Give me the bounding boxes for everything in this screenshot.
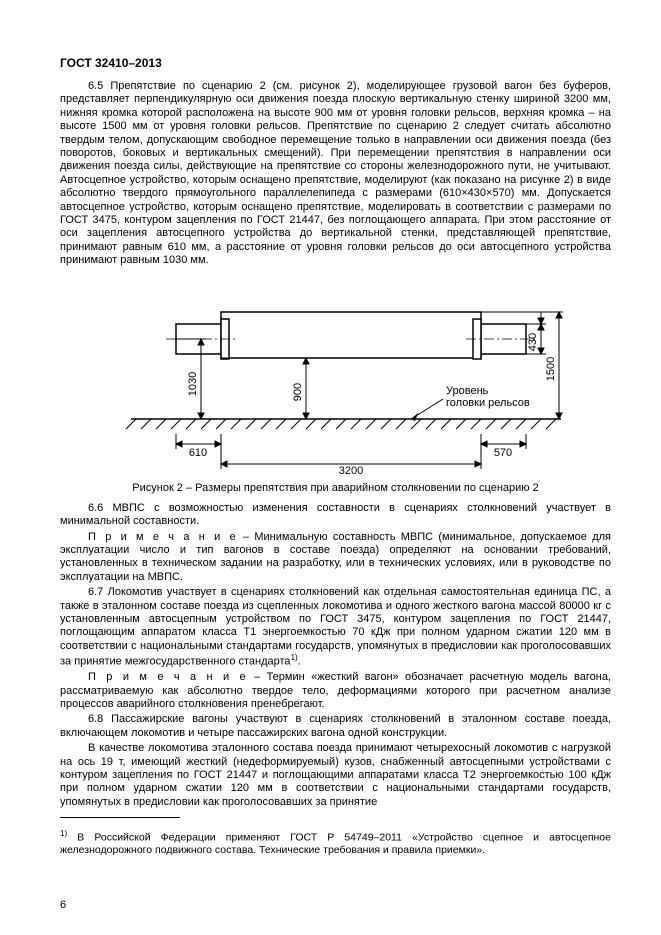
dim-900-text: 900 [292,383,304,401]
dim-430-text: 430 [527,333,539,351]
para-6-7-tail: . [298,656,301,668]
para-6-7-sup: 1) [291,653,298,662]
rail-level-label-2: головки рельсов [446,397,530,409]
rail-label-arrow [411,413,418,421]
dim-3200-text: 3200 [338,465,362,474]
para-6-7: 6.7 Локомотив участвует в сценариях стол… [60,586,611,669]
note-6-7: П р и м е ч а н и е – Термин «жесткий ва… [60,671,611,711]
para-6-8a: 6.8 Пассажирские вагоны участвуют в сцен… [60,713,611,740]
dim-1030-text: 1030 [187,371,199,395]
footnote-body: В Российской Федерации применяют ГОСТ Р … [60,831,611,856]
para-6-6: 6.6 МВПС с возможностью изменения состав… [60,502,611,529]
para-6-5: 6.5 Препятствие по сценарию 2 (см. рисун… [60,80,611,268]
doc-header: ГОСТ 32410–2013 [60,56,611,70]
dim-570-text: 570 [493,447,511,459]
dim-610-text: 610 [188,447,206,459]
figure-2: 1030 900 430 [60,274,611,474]
footnote-1: 1) В Российской Федерации применяют ГОСТ… [60,829,611,857]
rail-level-label-1: Уровень [446,385,489,397]
note-6-6: П р и м е ч а н и е – Минимальную состав… [60,531,611,585]
ground-hatch [126,419,556,429]
dim-1500-text: 1500 [545,356,557,380]
para-6-8b-text: В качестве локомотива эталонного состава… [60,742,611,808]
para-6-7-text: 6.7 Локомотив участвует в сценариях стол… [60,586,611,668]
note-6-6-label: П р и м е ч а н и е [88,531,238,543]
page: ГОСТ 32410–2013 6.5 Препятствие по сцена… [0,0,661,935]
figure-2-caption: Рисунок 2 – Размеры препятствия при авар… [60,482,611,494]
figure-2-svg: 1030 900 430 [101,274,571,474]
para-6-8a-text: 6.8 Пассажирские вагоны участвуют в сцен… [60,713,611,738]
wall-rect [221,312,481,358]
note-6-7-label: П р и м е ч а н и е [88,671,248,683]
dim-3200 [221,434,481,469]
para-6-6-text: 6.6 МВПС с возможностью изменения состав… [60,502,611,527]
para-6-5-text: 6.5 Препятствие по сценарию 2 (см. рисун… [60,80,611,266]
footnote-separator [60,817,180,818]
page-number: 6 [60,899,66,911]
para-6-8b: В качестве локомотива эталонного состава… [60,742,611,809]
